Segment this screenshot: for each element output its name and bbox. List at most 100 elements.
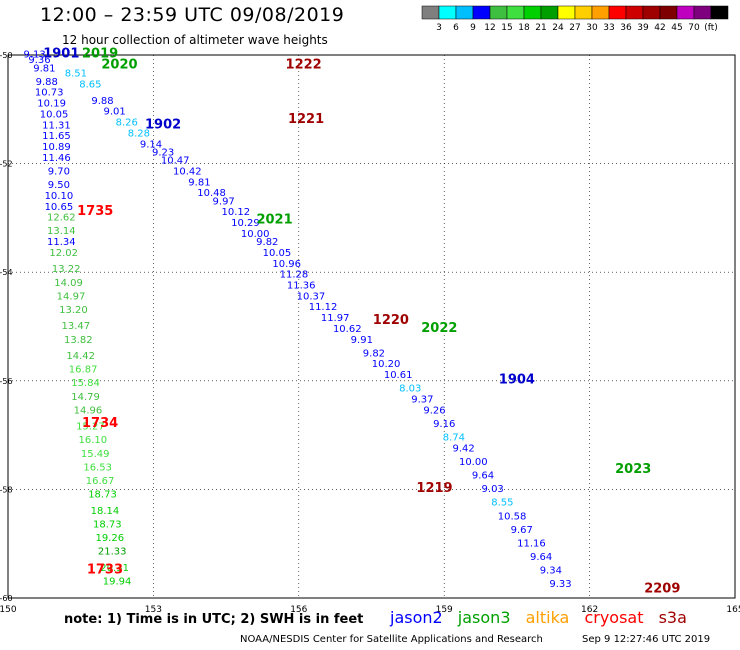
- wave-height-point: 13.47: [62, 321, 91, 332]
- colorbar-label: 70: [688, 23, 700, 33]
- wave-height-point: 9.82: [256, 237, 278, 248]
- wave-height-point: 10.29: [231, 218, 260, 229]
- wave-height-point: 15.49: [81, 449, 110, 460]
- wave-height-point: 10.05: [40, 109, 69, 120]
- wave-height-point: 9.50: [48, 180, 70, 191]
- track-label: 1901: [43, 47, 79, 62]
- wave-height-point: 15.27: [76, 422, 105, 433]
- colorbar-swatch: [574, 5, 593, 20]
- track-label: 1219: [416, 481, 452, 496]
- wave-height-point: 13.22: [52, 264, 81, 275]
- wave-height-point: 9.91: [351, 335, 373, 346]
- track-label: 1735: [77, 204, 113, 219]
- colorbar-label: 15: [501, 23, 512, 33]
- wave-height-point: 8.65: [79, 80, 101, 91]
- wave-height-point: 18.14: [91, 506, 120, 517]
- wave-height-point: 10.10: [45, 191, 74, 202]
- wave-height-point: 9.01: [103, 107, 125, 118]
- wave-height-point: 9.13: [24, 50, 46, 61]
- wave-height-point: 9.81: [188, 177, 210, 188]
- wave-height-point: 11.65: [42, 131, 71, 142]
- wave-height-point: 10.19: [37, 99, 66, 110]
- wave-height-point: 10.37: [297, 291, 326, 302]
- colorbar-label: 36: [620, 23, 632, 33]
- y-tick-label: -58: [0, 485, 13, 494]
- x-tick-label: 165: [726, 605, 740, 615]
- colorbar-swatch: [506, 5, 525, 20]
- wave-height-point: 9.36: [28, 55, 50, 66]
- wave-height-point: 9.34: [540, 566, 562, 577]
- wave-height-point: 9.14: [140, 139, 162, 150]
- wave-height-point: 9.88: [91, 96, 113, 107]
- wave-height-point: 13.14: [47, 226, 76, 237]
- track-label: 1733: [87, 563, 123, 578]
- plot-frame: [7, 54, 736, 599]
- wave-height-point: 10.00: [241, 229, 270, 240]
- wave-height-point: 9.37: [411, 395, 433, 406]
- wave-height-point: 8.28: [128, 128, 150, 139]
- wave-height-point: 9.88: [36, 77, 58, 88]
- wave-height-point: 9.64: [472, 471, 494, 482]
- colorbar-label: 33: [603, 23, 614, 33]
- wave-height-point: 10.48: [197, 188, 226, 199]
- colorbar-label: 3: [436, 23, 442, 33]
- wave-height-point: 10.42: [173, 166, 202, 177]
- colorbar-swatch: [438, 5, 457, 20]
- wave-height-point: 9.42: [452, 443, 474, 454]
- colorbar-swatch: [591, 5, 610, 20]
- track-label: 1221: [288, 112, 324, 127]
- wave-height-point: 10.61: [384, 370, 413, 381]
- wave-height-point: 16.67: [86, 476, 115, 487]
- wave-height-point: 10.12: [221, 207, 250, 218]
- y-tick-label: -54: [0, 268, 13, 277]
- y-tick-label: -52: [0, 160, 13, 169]
- wave-height-point: 19.94: [103, 576, 132, 587]
- wave-height-point: 11.34: [47, 237, 76, 248]
- track-label: 1902: [145, 117, 181, 132]
- wave-height-point: 9.26: [423, 405, 445, 416]
- wave-height-point: 10.73: [35, 88, 64, 99]
- wave-height-point: 9.67: [511, 525, 533, 536]
- colorbar-swatch: [608, 5, 627, 20]
- colorbar-swatch: [455, 5, 474, 20]
- wave-height-point: 13.82: [64, 335, 93, 346]
- colorbar-swatch: [540, 5, 559, 20]
- page-subtitle: 12 hour collection of altimeter wave hei…: [62, 33, 328, 47]
- x-tick-label: 162: [581, 605, 598, 615]
- wave-height-point: 19.26: [95, 533, 124, 544]
- colorbar-swatch: [659, 5, 678, 20]
- colorbar-label: 27: [569, 23, 580, 33]
- track-label: 1904: [499, 373, 535, 388]
- track-label: 2023: [615, 462, 651, 477]
- wave-height-point: 16.87: [69, 365, 98, 376]
- legend-s3a: s3a: [658, 608, 687, 627]
- wave-height-point: 12.02: [49, 248, 78, 259]
- track-label: 1220: [373, 313, 409, 328]
- track-label: 2021: [256, 212, 292, 227]
- wave-height-point: 10.65: [45, 202, 74, 213]
- footer-note: note: 1) Time is in UTC; 2) SWH is in fe…: [64, 612, 364, 627]
- wave-height-point: 9.33: [549, 579, 571, 590]
- wave-height-point: 13.20: [59, 305, 88, 316]
- wave-height-point: 8.55: [491, 498, 513, 509]
- colorbar-label: (ft): [704, 23, 718, 33]
- colorbar-swatch: [421, 5, 440, 20]
- legend-cryosat: cryosat: [584, 608, 644, 627]
- colorbar-swatch: [642, 5, 661, 20]
- wave-height-point: 14.97: [57, 291, 86, 302]
- page-title: 12:00 – 23:59 UTC 09/08/2019: [40, 4, 345, 26]
- colorbar-label: 9: [470, 23, 476, 33]
- satellite-legend: jason2 jason3 altika cryosat s3a: [390, 608, 697, 627]
- colorbar-swatch: [625, 5, 644, 20]
- colorbar-swatch: [489, 5, 508, 20]
- legend-altika: altika: [525, 608, 570, 627]
- wave-height-point: 8.03: [399, 384, 421, 395]
- wave-height-point: 9.23: [152, 147, 174, 158]
- legend-jason2: jason2: [390, 608, 443, 627]
- x-tick-label: 156: [290, 605, 307, 615]
- colorbar-swatch: [676, 5, 695, 20]
- track-label: 2022: [421, 321, 457, 336]
- colorbar-label: 39: [637, 23, 649, 33]
- colorbar-swatch: [523, 5, 542, 20]
